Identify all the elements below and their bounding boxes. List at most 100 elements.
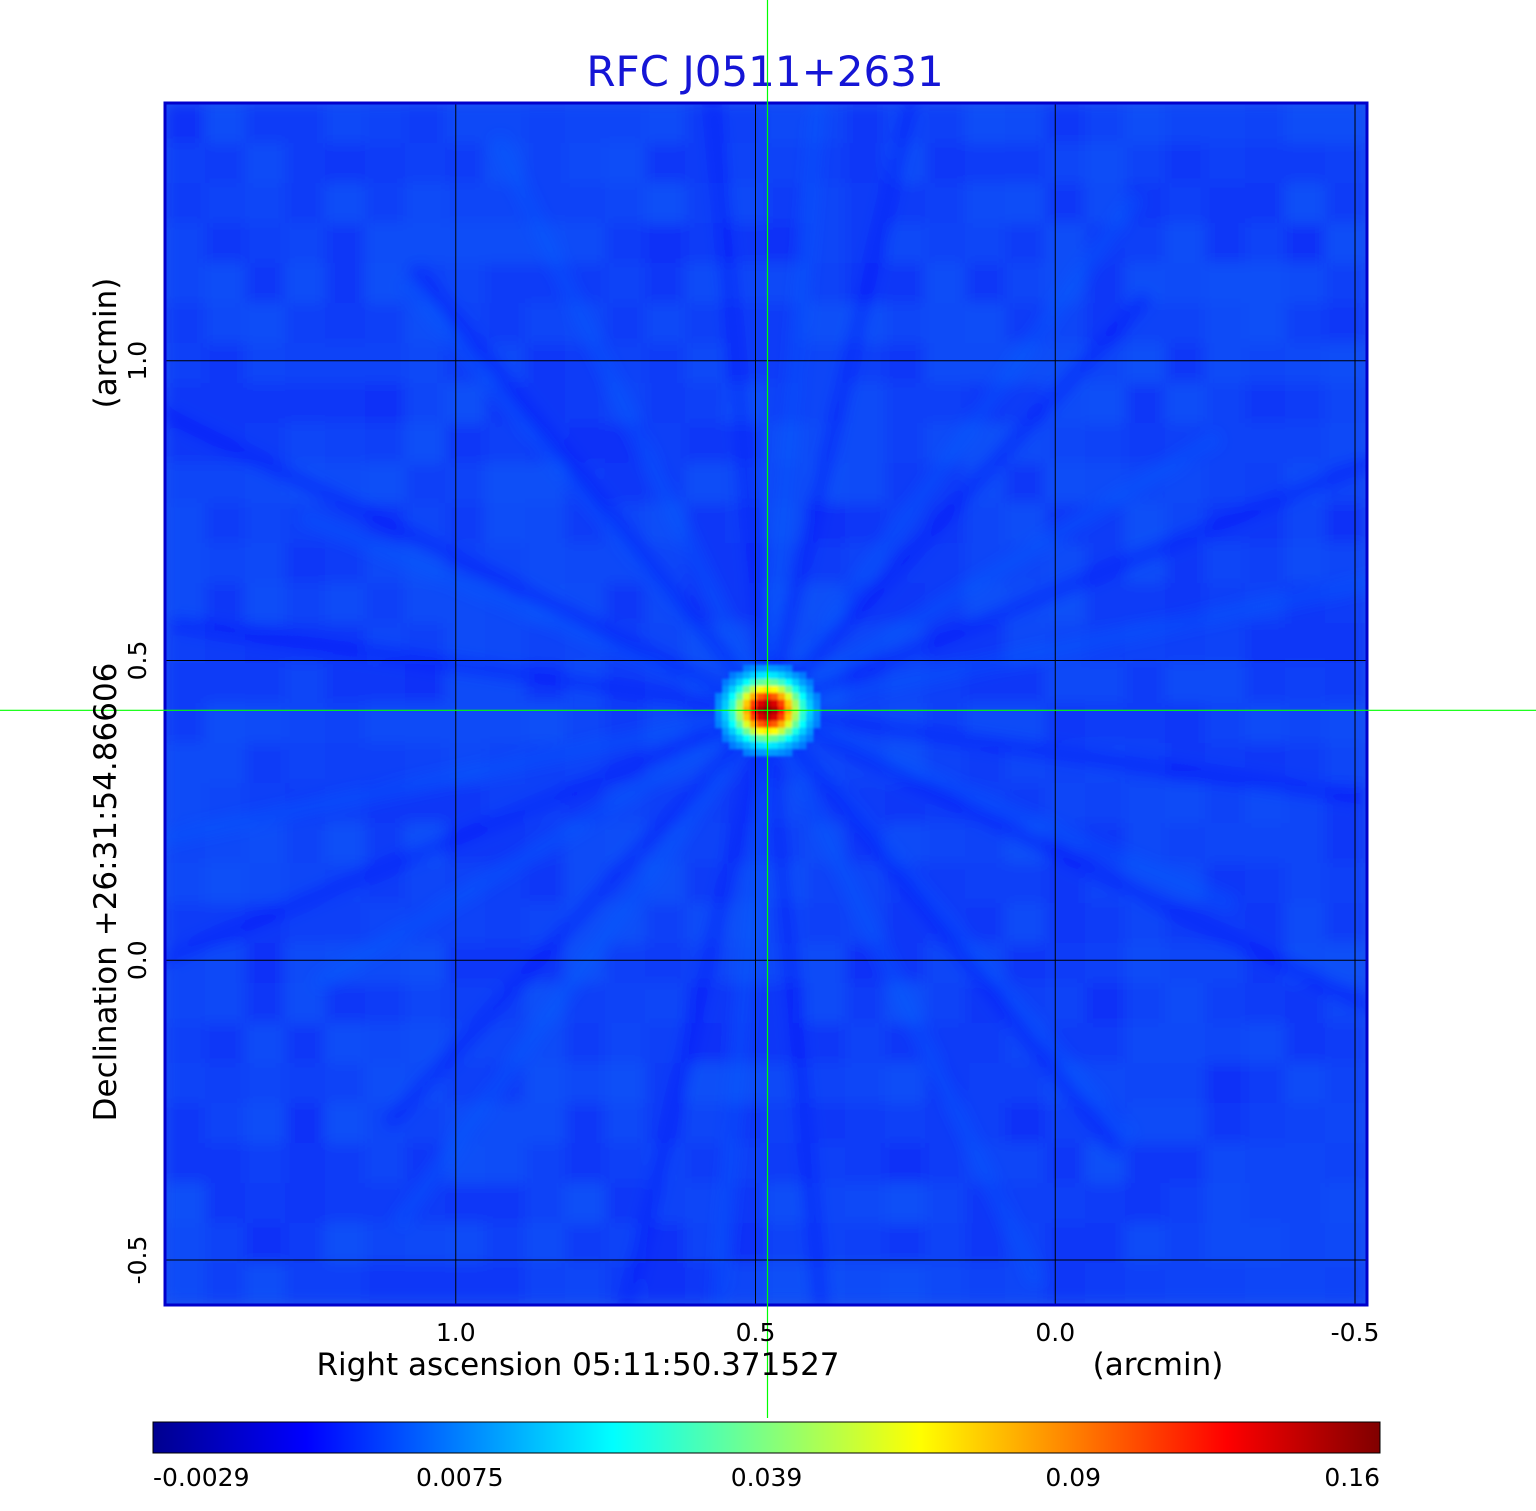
noise-cell — [1125, 943, 1165, 983]
noise-cell — [445, 263, 485, 303]
noise-cell — [1245, 903, 1285, 943]
noise-cell — [1165, 183, 1205, 223]
noise-cell — [685, 463, 725, 503]
noise-cell — [845, 383, 885, 423]
noise-cell — [245, 543, 285, 583]
noise-cell — [925, 823, 965, 863]
noise-cell — [965, 1223, 1005, 1263]
noise-cell — [965, 263, 1005, 303]
noise-cell — [165, 663, 205, 703]
noise-cell — [165, 1143, 205, 1183]
noise-cell — [325, 143, 365, 183]
noise-cell — [285, 223, 325, 263]
noise-cell — [765, 1223, 805, 1263]
noise-cell — [365, 1223, 405, 1263]
noise-cell — [525, 1263, 565, 1303]
noise-cell — [885, 423, 925, 463]
noise-cell — [685, 383, 725, 423]
noise-cell — [645, 1263, 685, 1303]
source-pixel — [721, 713, 730, 722]
noise-cell — [1285, 703, 1325, 743]
noise-cell — [245, 303, 285, 343]
noise-cell — [325, 423, 365, 463]
noise-cell — [205, 1223, 245, 1263]
noise-cell — [565, 183, 605, 223]
noise-cell — [965, 1263, 1005, 1303]
noise-cell — [1285, 503, 1325, 543]
noise-cell — [845, 1263, 885, 1303]
source-pixel — [805, 678, 814, 687]
source-pixel — [721, 720, 730, 729]
noise-cell — [645, 943, 685, 983]
noise-cell — [1005, 503, 1045, 543]
noise-cell — [1085, 903, 1125, 943]
source-pixel — [777, 741, 786, 750]
noise-cell — [1165, 823, 1205, 863]
noise-cell — [1125, 1143, 1165, 1183]
noise-cell — [245, 1143, 285, 1183]
noise-cell — [885, 263, 925, 303]
noise-cell — [845, 1023, 885, 1063]
noise-cell — [365, 343, 405, 383]
noise-cell — [365, 383, 405, 423]
y-tick-label: 0.5 — [123, 641, 152, 681]
x-tick-label: -0.5 — [1331, 1318, 1380, 1347]
source-pixel — [784, 713, 793, 722]
noise-cell — [1045, 703, 1085, 743]
noise-cell — [1205, 343, 1245, 383]
noise-cell — [1045, 983, 1085, 1023]
source-pixel — [742, 664, 751, 673]
noise-cell — [165, 543, 205, 583]
source-pixel — [777, 699, 786, 708]
noise-cell — [1045, 1223, 1085, 1263]
noise-cell — [1125, 1063, 1165, 1103]
noise-cell — [765, 103, 805, 143]
noise-cell — [1085, 383, 1125, 423]
source-pixel — [777, 748, 786, 757]
noise-cell — [1165, 143, 1205, 183]
noise-cell — [325, 1023, 365, 1063]
noise-cell — [445, 223, 485, 263]
colorbar-tick-label: 0.0075 — [416, 1463, 503, 1492]
noise-cell — [1205, 623, 1245, 663]
noise-cell — [285, 543, 325, 583]
source-pixel — [798, 671, 807, 680]
source-pixel — [735, 734, 744, 743]
noise-cell — [1045, 1263, 1085, 1303]
noise-cell — [1285, 1263, 1325, 1303]
colorbar-tick-label: 0.16 — [1324, 1463, 1380, 1492]
noise-cell — [925, 1183, 965, 1223]
noise-cell — [285, 103, 325, 143]
noise-cell — [1245, 263, 1285, 303]
source-pixel — [728, 727, 737, 736]
source-pixel — [784, 685, 793, 694]
noise-cell — [165, 1223, 205, 1263]
noise-cell — [725, 1263, 765, 1303]
noise-cell — [1205, 1103, 1245, 1143]
noise-cell — [565, 703, 605, 743]
noise-cell — [445, 1063, 485, 1103]
noise-cell — [1205, 103, 1245, 143]
noise-cell — [405, 663, 445, 703]
noise-cell — [565, 1143, 605, 1183]
noise-cell — [445, 1183, 485, 1223]
noise-cell — [925, 1143, 965, 1183]
noise-cell — [245, 1103, 285, 1143]
source-pixel — [742, 699, 751, 708]
source-pixel — [798, 713, 807, 722]
noise-cell — [805, 983, 845, 1023]
noise-cell — [485, 103, 525, 143]
noise-cell — [245, 1183, 285, 1223]
noise-cell — [1245, 1263, 1285, 1303]
source-pixel — [749, 741, 758, 750]
noise-cell — [1325, 223, 1365, 263]
noise-cell — [205, 863, 245, 903]
noise-cell — [285, 263, 325, 303]
noise-cell — [685, 1103, 725, 1143]
source-pixel — [812, 692, 821, 701]
source-pixel — [728, 741, 737, 750]
source-pixel — [749, 685, 758, 694]
noise-cell — [1085, 783, 1125, 823]
source-pixel — [756, 734, 765, 743]
noise-cell — [165, 1103, 205, 1143]
